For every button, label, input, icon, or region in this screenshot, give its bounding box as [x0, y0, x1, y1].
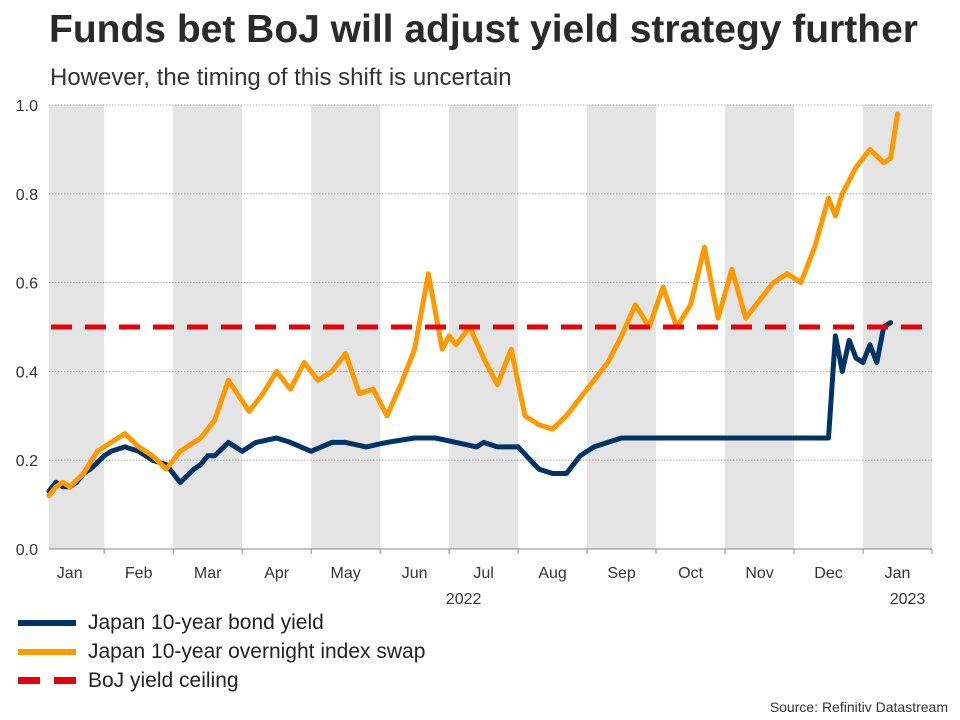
source-note: Source: Refinitiv Datastream: [769, 699, 948, 715]
y-tick-label: 1.0: [16, 98, 38, 115]
chart-title: Funds bet BoJ will adjust yield strategy…: [49, 8, 918, 51]
legend-swatch-ceiling: [18, 677, 76, 684]
y-tick-label: 0.0: [16, 542, 38, 559]
y-tick-label: 0.6: [16, 276, 38, 293]
x-tick-label: Jun: [402, 565, 428, 582]
bond-yield-line: [46, 320, 894, 494]
x-tick-label: Mar: [194, 565, 222, 582]
x-tick-label: Apr: [264, 565, 290, 582]
legend-label-ois: Japan 10-year overnight index swap: [88, 639, 426, 663]
y-tick-label: 0.2: [16, 453, 38, 470]
x-tick-label: Aug: [538, 565, 566, 582]
x-tick-label: Nov: [745, 565, 773, 582]
y-tick-label: 0.8: [16, 187, 38, 204]
legend: Japan 10-year bond yield Japan 10-year o…: [18, 608, 425, 695]
y-tick-label: 0.4: [16, 364, 38, 381]
x-tick-label: Feb: [125, 565, 153, 582]
legend-label-ceiling: BoJ yield ceiling: [88, 668, 239, 692]
x-tick-label: Oct: [678, 565, 703, 582]
legend-item-ceiling: BoJ yield ceiling: [18, 666, 425, 695]
legend-label-bond-yield: Japan 10-year bond yield: [88, 610, 324, 634]
x-tick-label: Dec: [814, 565, 842, 582]
x-tick-label: Sep: [607, 565, 636, 582]
x-tick-label: Jul: [473, 565, 493, 582]
x-tick-label: May: [331, 565, 361, 582]
x-year-label: 2022: [446, 591, 482, 608]
chart-subtitle: However, the timing of this shift is unc…: [50, 64, 512, 91]
legend-swatch-bond-yield: [18, 619, 76, 626]
x-tick-label: Jan: [885, 565, 911, 582]
legend-item-ois: Japan 10-year overnight index swap: [18, 637, 425, 666]
legend-swatch-ois: [18, 648, 76, 655]
x-tick-label: Jan: [57, 565, 83, 582]
legend-item-bond-yield: Japan 10-year bond yield: [18, 608, 425, 637]
x-year-label: 2023: [890, 591, 926, 608]
